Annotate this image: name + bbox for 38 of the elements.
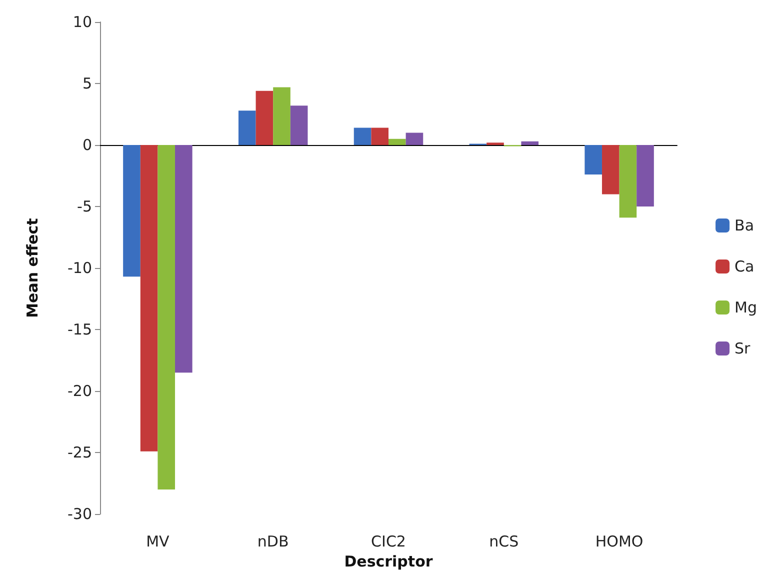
bar <box>584 145 602 175</box>
x-tick-label: CIC2 <box>371 532 406 551</box>
y-tick-label: -10 <box>68 259 92 278</box>
bar <box>371 128 388 146</box>
bar <box>388 138 406 146</box>
y-tick-label: 0 <box>82 136 92 154</box>
y-tick-label: -5 <box>77 198 92 216</box>
bar <box>521 141 539 146</box>
bar <box>636 145 654 207</box>
bar <box>238 110 256 146</box>
x-tick-label: nDB <box>257 532 289 551</box>
y-axis-title: Mean effect <box>24 218 42 318</box>
bar <box>175 145 192 373</box>
x-tick-label: HOMO <box>595 532 644 551</box>
bar <box>354 128 372 146</box>
bar <box>123 145 140 277</box>
x-tick-label: nCS <box>489 532 519 551</box>
legend-label: Ba <box>734 216 754 234</box>
bar <box>158 145 176 490</box>
bar <box>273 87 290 146</box>
legend-label: Sr <box>734 340 752 358</box>
bar <box>486 142 504 146</box>
x-axis-title: Descriptor <box>344 552 434 570</box>
y-tick-label: -30 <box>68 505 92 524</box>
bar <box>140 145 158 452</box>
bar <box>256 90 274 146</box>
bar <box>602 145 620 194</box>
bar <box>406 132 424 146</box>
legend-label: Ca <box>734 258 754 276</box>
y-tick-label: 5 <box>82 74 92 93</box>
bar <box>619 145 637 218</box>
y-tick-label: 10 <box>72 13 92 31</box>
legend-label: Mg <box>734 298 758 316</box>
y-tick-label: -15 <box>68 320 92 339</box>
y-tick-label: -20 <box>68 382 92 400</box>
y-tick-label: -25 <box>68 444 92 462</box>
bar <box>290 106 308 146</box>
x-tick-label: MV <box>146 532 170 551</box>
